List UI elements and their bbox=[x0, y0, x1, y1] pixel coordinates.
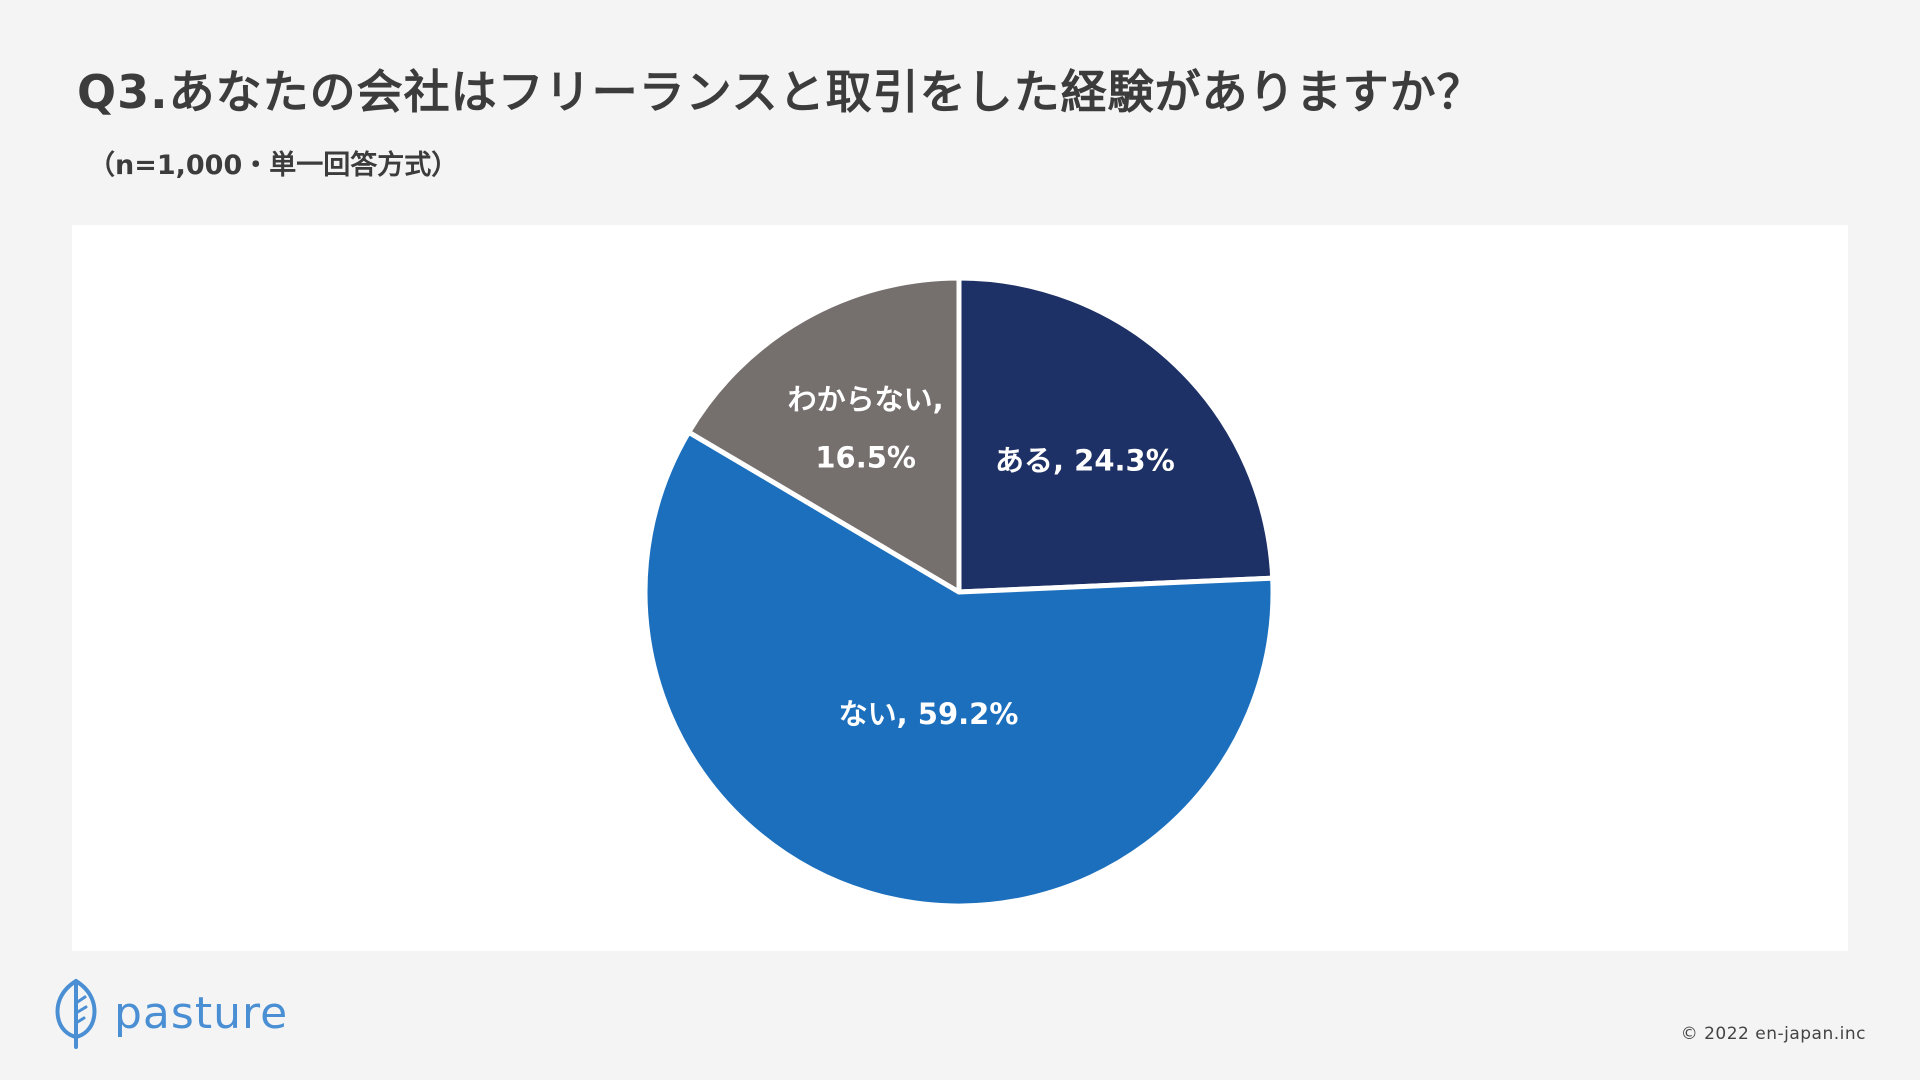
slice-label-1: ある, 24.3% bbox=[995, 443, 1175, 477]
chart-subtitle: （n=1,000・単一回答方式） bbox=[88, 150, 459, 181]
leaf-icon bbox=[55, 978, 97, 1049]
pie-slice-1 bbox=[956, 275, 1276, 595]
slice-label-line: わからない, bbox=[788, 382, 944, 416]
chart-title: Q3.あなたの会社はフリーランスと取引をした経験がありますか？ bbox=[77, 65, 1484, 119]
copyright: © 2022 en-japan.inc bbox=[1680, 1024, 1866, 1044]
slice-label-2: ない, 59.2% bbox=[839, 697, 1019, 731]
slice-label-line: 16.5% bbox=[815, 440, 916, 474]
pie-slice-2 bbox=[642, 429, 1276, 909]
slice-label-line: ある, 24.3% bbox=[995, 443, 1175, 477]
pie-slice-3 bbox=[686, 275, 962, 595]
chart-panel: ある, 24.3% ない, 59.2% わからない, 16.5% bbox=[72, 225, 1848, 951]
pasture-logo: pasture bbox=[52, 977, 288, 1049]
logo-text: pasture bbox=[114, 987, 289, 1039]
slice-label-line: ない, 59.2% bbox=[839, 697, 1019, 731]
pie-chart: ある, 24.3% ない, 59.2% わからない, 16.5% bbox=[642, 275, 1276, 909]
slice-label-3: わからない, 16.5% bbox=[788, 382, 944, 474]
